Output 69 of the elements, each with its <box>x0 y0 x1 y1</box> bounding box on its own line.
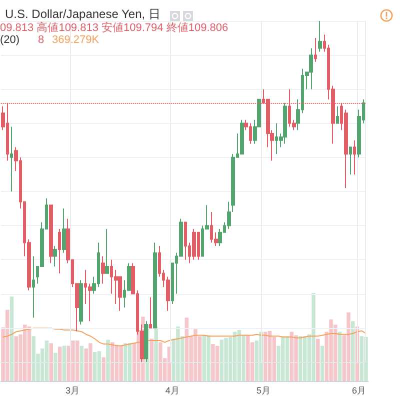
bar <box>338 332 342 381</box>
bar <box>290 332 294 381</box>
bar <box>312 293 316 381</box>
candlestick <box>79 280 83 325</box>
bar <box>237 330 242 381</box>
bar <box>298 336 302 381</box>
bar <box>211 344 215 381</box>
candlestick <box>309 48 313 90</box>
bar <box>49 343 53 381</box>
bar <box>10 296 14 381</box>
bar <box>97 351 102 381</box>
candlestick <box>49 204 53 264</box>
bar <box>302 336 307 381</box>
x-tick-label: 4月 <box>165 386 180 396</box>
candlestick <box>149 296 152 328</box>
x-tick-label: 3月 <box>65 386 80 396</box>
candlestick <box>184 222 187 260</box>
bar <box>44 340 49 381</box>
candlestick <box>283 102 287 144</box>
annotation: 09.813 高値109.813 安値109.794 終値109.806 <box>0 20 228 35</box>
bar <box>364 337 368 381</box>
bar <box>246 335 250 381</box>
bar <box>184 318 189 381</box>
bar <box>232 332 237 381</box>
bar <box>154 326 158 381</box>
bar <box>346 312 350 381</box>
bar <box>124 343 128 381</box>
bar <box>316 338 320 381</box>
bar <box>206 335 210 381</box>
bar <box>102 357 106 381</box>
candlestick <box>240 119 244 154</box>
x-tick-label: 5月 <box>256 386 271 396</box>
annotation: (20) <box>0 34 20 46</box>
candlestick <box>58 228 61 274</box>
annotation: 369.279K <box>52 34 100 46</box>
candlestick <box>314 38 317 62</box>
bar <box>119 346 123 381</box>
bar <box>80 346 84 381</box>
bar <box>220 340 224 381</box>
bar <box>106 340 110 381</box>
bar <box>27 326 32 381</box>
bar <box>268 330 272 381</box>
candlestick <box>10 126 13 192</box>
bar <box>62 346 66 381</box>
candlestick <box>353 140 356 175</box>
bar <box>58 346 62 381</box>
bar <box>75 340 80 381</box>
x-tick-label: 6月 <box>352 386 366 396</box>
chart-title: U.S. Dollar/Japanese Yen, 日 <box>5 7 160 21</box>
bar <box>54 352 58 381</box>
candlestick <box>336 106 339 124</box>
bar <box>264 332 268 381</box>
candlestick <box>32 256 35 318</box>
candlestick <box>105 228 109 274</box>
candlestick <box>101 256 105 284</box>
annotation: 8 <box>38 34 44 46</box>
candlestick <box>349 146 352 175</box>
bar <box>320 346 324 381</box>
candlestick <box>318 20 322 52</box>
candlestick <box>53 246 57 268</box>
candlestick <box>192 228 196 260</box>
candlestick <box>62 208 66 254</box>
bar <box>202 335 206 381</box>
bar <box>285 336 290 381</box>
bar <box>92 352 97 381</box>
bar <box>294 335 298 381</box>
bar <box>158 342 162 381</box>
bar <box>351 321 355 381</box>
bar <box>215 346 220 381</box>
